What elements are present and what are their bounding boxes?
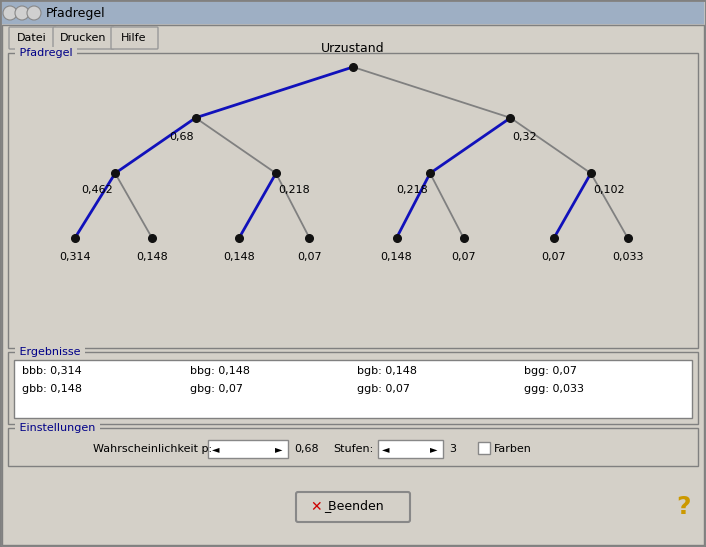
Text: Beenden: Beenden <box>324 501 383 514</box>
Text: gbb: 0,148: gbb: 0,148 <box>22 384 82 394</box>
Text: _: _ <box>324 501 330 514</box>
Text: Datei: Datei <box>17 33 47 43</box>
Text: ◄: ◄ <box>212 444 220 454</box>
Text: ?: ? <box>677 495 691 519</box>
Text: 0,68: 0,68 <box>169 132 193 142</box>
Text: ggb: 0,07: ggb: 0,07 <box>357 384 410 394</box>
Bar <box>8 428 698 466</box>
Circle shape <box>27 6 41 20</box>
Text: ggg: 0,033: ggg: 0,033 <box>525 384 585 394</box>
Text: 0,148: 0,148 <box>381 252 412 262</box>
Text: bbg: 0,148: bbg: 0,148 <box>189 366 249 376</box>
Text: bgb: 0,148: bgb: 0,148 <box>357 366 417 376</box>
Text: Wahrscheinlichkeit p:: Wahrscheinlichkeit p: <box>93 444 212 454</box>
Text: 0,462: 0,462 <box>81 185 113 195</box>
Text: 0,218: 0,218 <box>278 185 310 195</box>
Bar <box>8 352 698 424</box>
FancyBboxPatch shape <box>9 27 56 49</box>
Text: bgg: 0,07: bgg: 0,07 <box>525 366 578 376</box>
Text: gbg: 0,07: gbg: 0,07 <box>189 384 242 394</box>
Text: 0,102: 0,102 <box>593 185 625 195</box>
Bar <box>378 440 443 458</box>
Bar <box>2 2 704 24</box>
Text: 0,32: 0,32 <box>513 132 537 142</box>
Text: 0,68: 0,68 <box>294 444 318 454</box>
Text: Pfadregel: Pfadregel <box>16 48 76 58</box>
Text: 0,033: 0,033 <box>612 252 643 262</box>
Bar <box>2 2 704 24</box>
FancyBboxPatch shape <box>296 492 410 522</box>
Text: bbb: 0,314: bbb: 0,314 <box>22 366 82 376</box>
Text: 0,218: 0,218 <box>396 185 428 195</box>
Bar <box>478 442 490 454</box>
Text: Ergebnisse: Ergebnisse <box>16 347 84 357</box>
Text: Einstellungen: Einstellungen <box>16 423 99 433</box>
Text: ✕: ✕ <box>310 500 322 514</box>
Text: Urzustand: Urzustand <box>321 42 385 55</box>
Text: 0,314: 0,314 <box>59 252 91 262</box>
Text: 0,07: 0,07 <box>297 252 322 262</box>
Text: Drucken: Drucken <box>60 33 106 43</box>
Text: Stufen:: Stufen: <box>333 444 373 454</box>
Text: ◄: ◄ <box>382 444 390 454</box>
Text: ►: ► <box>275 444 282 454</box>
Text: ►: ► <box>429 444 437 454</box>
Text: Hilfe: Hilfe <box>121 33 147 43</box>
Text: 0,148: 0,148 <box>136 252 168 262</box>
Bar <box>14 360 692 418</box>
Text: Pfadregel: Pfadregel <box>46 7 106 20</box>
Circle shape <box>15 6 29 20</box>
Bar <box>208 440 288 458</box>
Bar <box>8 53 698 348</box>
Text: 0,148: 0,148 <box>223 252 255 262</box>
Text: 3: 3 <box>449 444 456 454</box>
Text: Farben: Farben <box>494 444 532 454</box>
FancyBboxPatch shape <box>111 27 158 49</box>
Text: 0,07: 0,07 <box>542 252 566 262</box>
FancyBboxPatch shape <box>53 27 114 49</box>
Circle shape <box>3 6 17 20</box>
Text: 0,07: 0,07 <box>451 252 476 262</box>
